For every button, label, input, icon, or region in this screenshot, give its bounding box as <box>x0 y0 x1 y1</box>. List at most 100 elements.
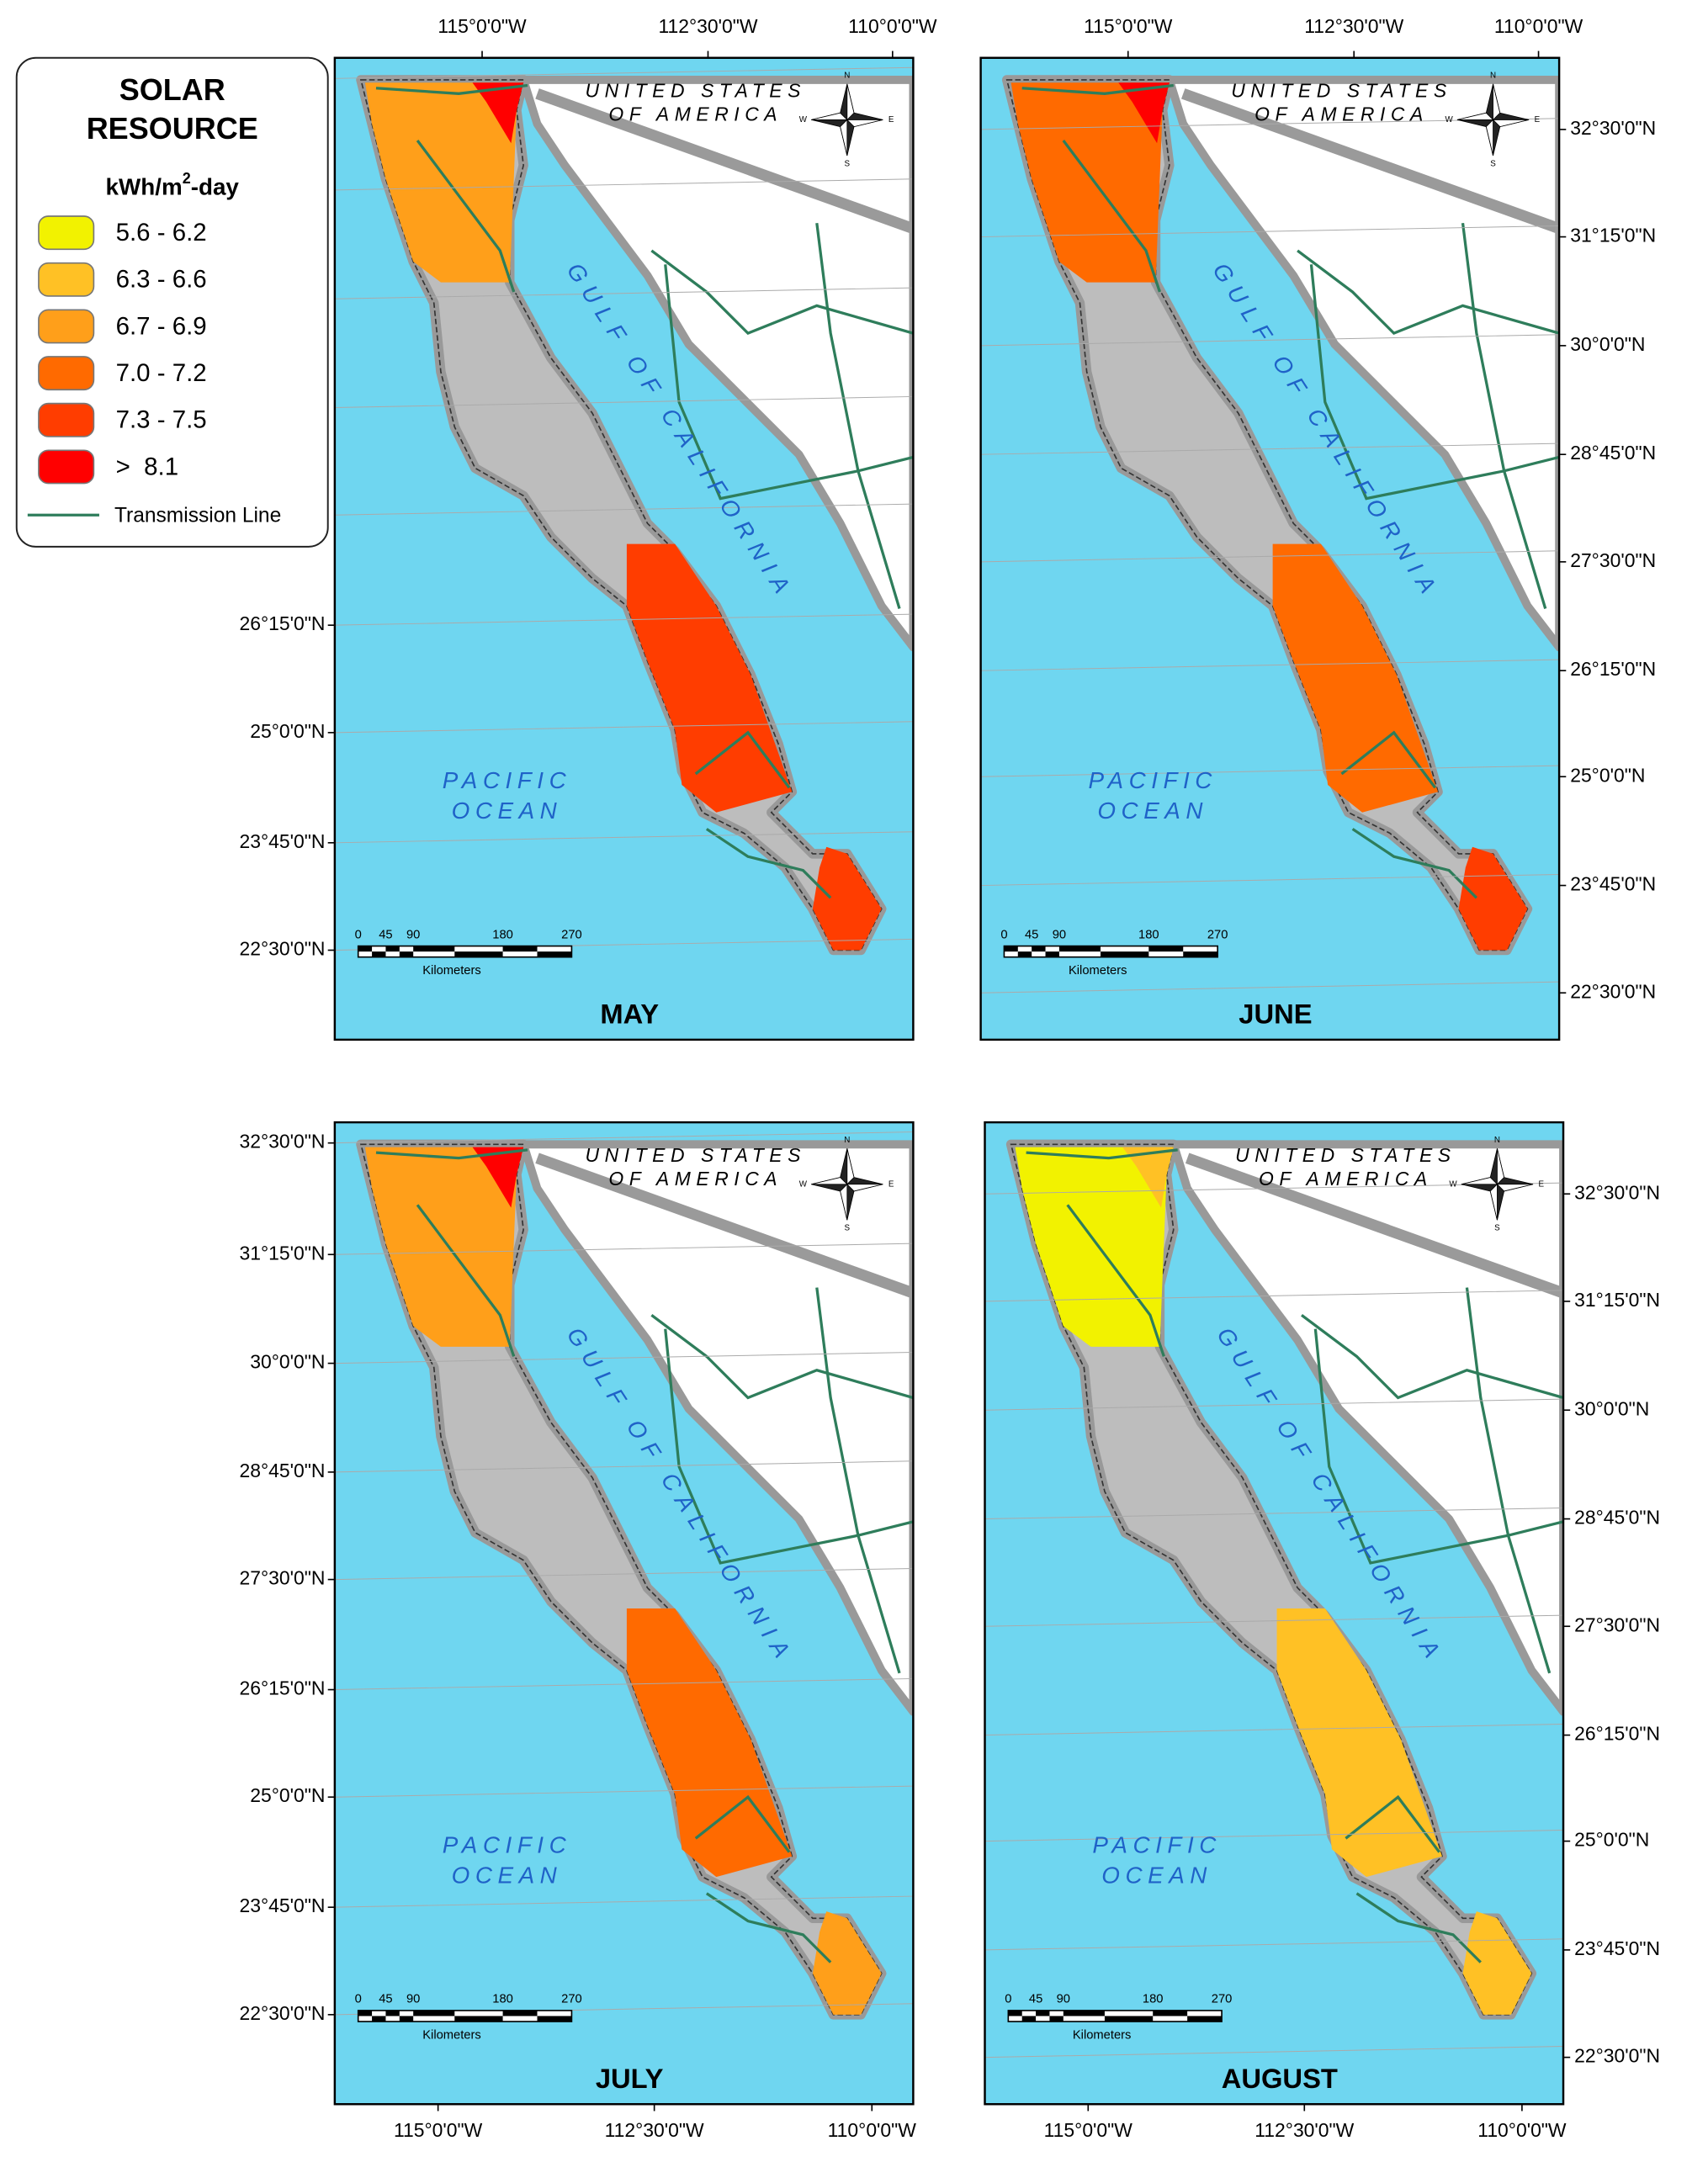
legend: SOLAR RESOURCE kWh/m2-day 5.6 - 6.2 6.3 -… <box>15 56 329 548</box>
graticule <box>984 1290 1564 1302</box>
lat-label: 28°45'0"N <box>1570 442 1656 464</box>
scale-bar-segment <box>1021 2016 1037 2022</box>
graticule <box>984 1398 1564 1411</box>
scale-bar-segment <box>1063 2010 1105 2016</box>
lat-label: 26°15'0"N <box>240 1677 326 1699</box>
graticule <box>984 1507 1564 1520</box>
legend-swatch <box>38 309 95 344</box>
graticule <box>334 66 914 79</box>
graticule <box>980 765 1560 777</box>
country-label: OF AMERICA <box>1259 1168 1433 1190</box>
month-label: JUNE <box>1239 999 1312 1030</box>
panel-frame <box>979 56 1561 1041</box>
transmission-line <box>815 1287 901 1674</box>
graticule <box>334 1895 914 1908</box>
scale-bar-segment <box>502 946 538 952</box>
zone-north-accent <box>472 82 524 144</box>
border <box>1181 88 1560 234</box>
lon-label: 112°30'0"W <box>1254 2119 1354 2141</box>
transmission-line <box>1021 83 1174 95</box>
graticule <box>984 2046 1564 2059</box>
scale-bar-segment <box>1058 946 1101 952</box>
lat-label: 23°45'0"N <box>240 830 326 852</box>
ocean-label: OCEAN <box>452 1862 563 1888</box>
country-label: UNITED STATES <box>1235 1144 1456 1166</box>
map-content <box>984 1122 1564 2105</box>
map-content <box>334 57 914 1040</box>
scale-bar-segment <box>358 2010 373 2016</box>
compass-star-light <box>1461 1148 1534 1221</box>
graticule <box>980 873 1560 887</box>
legend-label: 6.3 - 6.6 <box>116 266 207 294</box>
mainland <box>519 1140 914 1716</box>
ocean-label: PACIFIC <box>1088 767 1217 793</box>
scale-unit: Kilometers <box>422 964 481 978</box>
scale-bar-segment <box>502 2010 538 2016</box>
compass-star-light <box>811 83 883 156</box>
lat-label: 32°30'0"N <box>1574 1181 1660 1203</box>
transmission-line <box>1351 828 1478 899</box>
lon-label: 112°30'0"W <box>1304 15 1403 37</box>
graticule <box>334 1785 914 1798</box>
zone-cape <box>812 846 882 951</box>
scale-tick-label: 270 <box>561 928 582 941</box>
scale-bar-segment <box>413 2010 455 2016</box>
scale-tick-label: 180 <box>1138 928 1159 941</box>
lon-label: 115°0'0"W <box>438 15 527 37</box>
graticule <box>334 395 914 409</box>
lon-label: 110°0'0"W <box>848 15 937 37</box>
transmission-line <box>1340 730 1437 789</box>
scale-bar-segment <box>1187 2016 1223 2022</box>
lat-label: 25°0'0"N <box>1574 1829 1649 1851</box>
country-label: OF AMERICA <box>608 103 782 125</box>
scale-tick-label: 180 <box>492 928 513 941</box>
zone-north <box>364 82 524 283</box>
graticule <box>334 1460 914 1473</box>
graticule <box>984 1830 1564 1842</box>
scale-bar-segment <box>399 951 414 957</box>
ocean-label: PACIFIC <box>443 1831 572 1857</box>
transmission-line <box>1309 264 1560 501</box>
transmission-line <box>664 264 914 501</box>
lat-label: 30°0'0"N <box>1574 1397 1649 1419</box>
lat-label: 25°0'0"N <box>250 720 325 742</box>
compass-e: E <box>888 115 894 125</box>
scale-tick-label: 270 <box>1212 1993 1233 2006</box>
compass-s: S <box>845 1224 851 1233</box>
transmission-line <box>650 249 914 336</box>
graticule <box>984 1938 1564 1951</box>
graticule <box>334 831 914 844</box>
scale-tick-label: 45 <box>379 928 392 941</box>
legend-label: > 8.1 <box>116 453 179 480</box>
scale-bar-segment <box>1008 2010 1022 2016</box>
border <box>535 1153 914 1299</box>
scale-tick-label: 90 <box>406 1993 420 2006</box>
lat-label: 30°0'0"N <box>250 1351 325 1373</box>
compass-star-light <box>1456 83 1530 156</box>
scale-bar-segment <box>358 946 373 952</box>
compass-e: E <box>1535 115 1541 125</box>
transmission-line <box>664 1328 914 1565</box>
panel-frame <box>333 1121 915 2106</box>
country-label: UNITED STATES <box>586 80 806 102</box>
country-label: OF AMERICA <box>1254 103 1429 125</box>
scale-bar-segment <box>454 2016 503 2022</box>
ocean-label: PACIFIC <box>443 767 572 793</box>
scale-tick-label: 270 <box>1207 928 1228 941</box>
scale-bar-segment <box>454 951 503 957</box>
scale-bar-segment <box>372 2016 386 2022</box>
map-content <box>334 1122 914 2105</box>
lat-label: 28°45'0"N <box>240 1460 326 1481</box>
lat-label: 26°15'0"N <box>1574 1723 1660 1745</box>
unit-base: kWh/m <box>106 174 183 200</box>
scale-bar-segment <box>1032 946 1046 952</box>
lat-label: 31°15'0"N <box>1574 1289 1660 1311</box>
scale-bar-segment <box>1049 2016 1064 2022</box>
month-label: AUGUST <box>1222 2063 1338 2094</box>
graticule <box>334 287 914 299</box>
compass-e: E <box>1539 1179 1545 1189</box>
scale-unit: Kilometers <box>1069 964 1127 978</box>
